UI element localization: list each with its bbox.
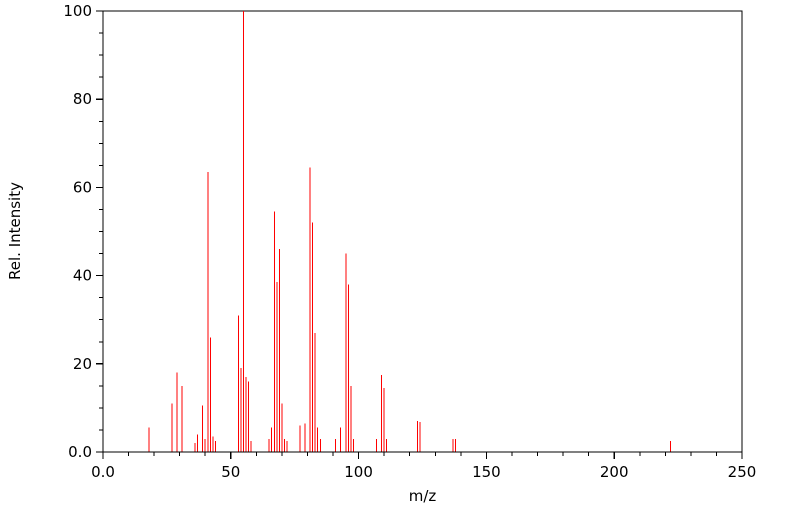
y-tick-label: 40	[73, 267, 92, 285]
y-tick-label: 80	[73, 90, 92, 108]
y-tick-label: 0.0	[68, 443, 92, 461]
x-tick-label: 200	[600, 463, 629, 481]
x-tick-label: 50	[221, 463, 240, 481]
x-tick-label: 100	[344, 463, 373, 481]
axes-ticks: 0.0 50 100 150 200 250 0.0 20 40 60 80 100	[63, 2, 756, 481]
plot-frame	[102, 10, 743, 453]
y-axis-label: Rel. Intensity	[6, 182, 24, 280]
y-tick-label: 100	[63, 2, 92, 20]
x-tick-label: 150	[472, 463, 501, 481]
x-tick-label: 0.0	[91, 463, 115, 481]
x-axis-label: m/z	[408, 487, 437, 505]
y-tick-label: 60	[73, 178, 92, 196]
spectrum-peaks	[148, 11, 671, 452]
x-tick-label: 250	[728, 463, 757, 481]
y-tick-label: 20	[73, 355, 92, 373]
